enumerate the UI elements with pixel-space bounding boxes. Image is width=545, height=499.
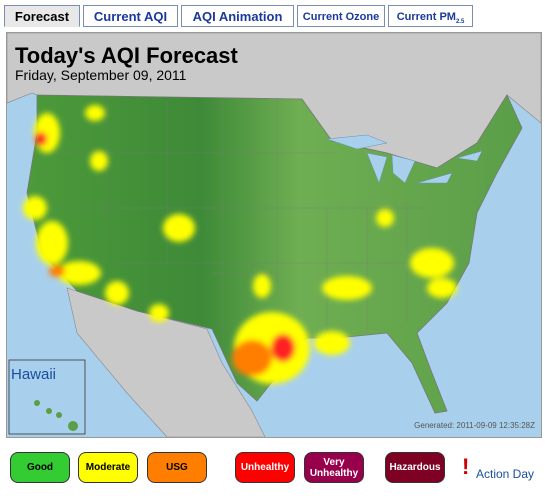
map-date: Friday, September 09, 2011 [15, 67, 187, 83]
legend-item: Unhealthy [235, 452, 295, 483]
action-mark: ! [462, 454, 470, 479]
legend-item: Good [10, 452, 70, 483]
legend-item: USG [147, 452, 207, 483]
tab[interactable]: Current AQI [83, 5, 178, 27]
map: Today's AQI Forecast Friday, September 0… [6, 32, 542, 438]
inset-label: Hawaii [11, 366, 57, 383]
tab[interactable]: Current PM2.5 [388, 5, 473, 27]
generated-time: Generated: 2011-09-09 12:35:28Z [414, 421, 535, 430]
map-image [7, 33, 541, 437]
legend-item: Hazardous [385, 452, 445, 483]
legend-item: Moderate [78, 452, 138, 483]
map-title: Today's AQI Forecast [15, 43, 238, 68]
tab[interactable]: Current Ozone [297, 5, 385, 27]
legend-item: Very Unhealthy [304, 452, 364, 483]
tab[interactable]: Forecast [4, 5, 80, 27]
tab-sub: 2.5 [455, 19, 465, 26]
tab[interactable]: AQI Animation [181, 5, 294, 27]
tab-text: Current PM [396, 11, 456, 23]
action-day-link[interactable]: Action Day [476, 467, 535, 481]
